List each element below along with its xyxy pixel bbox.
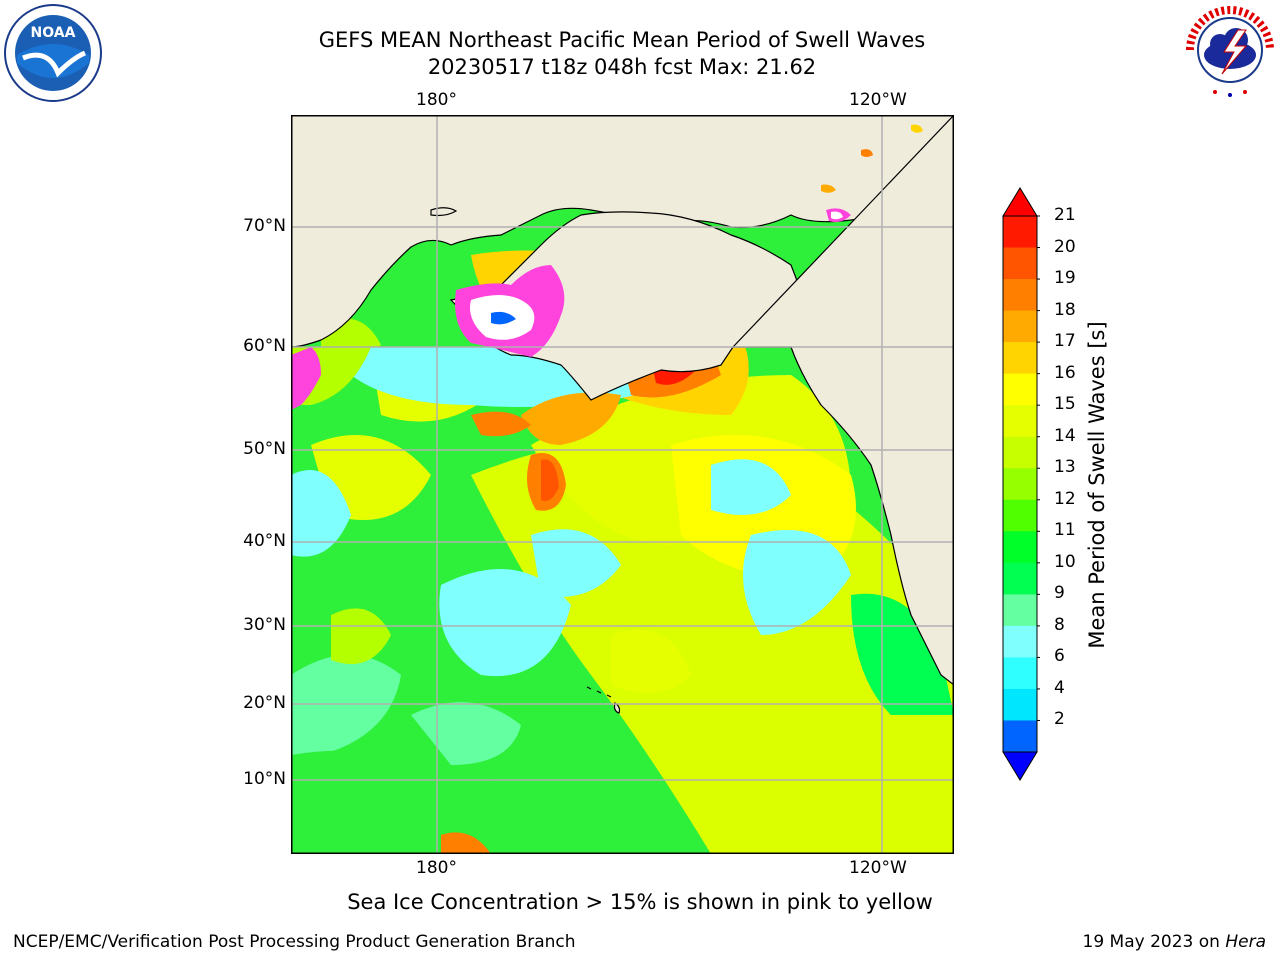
lon-label-180-bottom: 180° xyxy=(416,858,457,878)
colorbar-over-triangle xyxy=(1002,187,1038,217)
colorbar-segment xyxy=(1003,657,1037,690)
colorbar-under-triangle xyxy=(1002,751,1038,781)
colorbar-frame xyxy=(1002,215,1038,753)
lat-label-40n: 40°N xyxy=(243,531,286,551)
colorbar-tick-label: 11 xyxy=(1054,520,1076,541)
footer-date-text: 19 May 2023 on xyxy=(1082,932,1220,952)
colorbar-tick-label: 4 xyxy=(1054,677,1065,698)
colorbar-tick-label: 17 xyxy=(1054,331,1076,352)
colorbar-segment xyxy=(1003,279,1037,312)
colorbar-tick-label: 6 xyxy=(1054,646,1065,667)
colorbar-tick-label: 12 xyxy=(1054,488,1076,509)
footer-credit: NCEP/EMC/Verification Post Processing Pr… xyxy=(13,932,576,952)
colorbar-tick-label: 2 xyxy=(1054,709,1065,730)
colorbar-segment xyxy=(1003,625,1037,658)
colorbar-segment xyxy=(1003,562,1037,595)
lat-label-70n: 70°N xyxy=(243,216,286,236)
lat-label-30n: 30°N xyxy=(243,615,286,635)
footer-date: 19 May 2023 on Hera xyxy=(1083,932,1267,952)
colorbar-segment xyxy=(1003,373,1037,406)
colorbar-tick-label: 20 xyxy=(1054,236,1076,257)
lat-label-50n: 50°N xyxy=(243,439,286,459)
chart-subtitle: 20230517 t18z 048h fcst Max: 21.62 xyxy=(427,55,817,79)
colorbar-segment xyxy=(1003,468,1037,501)
colorbar-segment xyxy=(1003,499,1037,532)
map-frame xyxy=(291,115,954,854)
swell-period-map xyxy=(291,115,954,854)
colorbar-segment xyxy=(1003,594,1037,627)
lat-label-60n: 60°N xyxy=(243,336,286,356)
colorbar-tick-label: 18 xyxy=(1054,299,1076,320)
colorbar-tick-label: 16 xyxy=(1054,362,1076,383)
colorbar-segment xyxy=(1003,310,1037,343)
swell-field xyxy=(291,250,954,854)
colorbar-tick-label: 14 xyxy=(1054,425,1076,446)
lon-label-120w-top: 120°W xyxy=(849,90,907,110)
colorbar-tick-label: 10 xyxy=(1054,551,1076,572)
lat-label-20n: 20°N xyxy=(243,693,286,713)
colorbar-tick-label: 9 xyxy=(1054,583,1065,604)
svg-text:NOAA: NOAA xyxy=(31,25,76,41)
lon-label-180-top: 180° xyxy=(416,90,457,110)
colorbar-segment xyxy=(1003,436,1037,469)
chart-title: GEFS MEAN Northeast Pacific Mean Period … xyxy=(318,28,926,52)
colorbar-tick-label: 13 xyxy=(1054,457,1076,478)
colorbar-segment xyxy=(1003,531,1037,564)
colorbar-tick-label: 19 xyxy=(1054,268,1076,289)
noaa-logo: NOAA xyxy=(4,4,102,102)
colorbar-tick-label: 21 xyxy=(1054,205,1076,225)
sea-ice xyxy=(291,124,923,410)
graticule xyxy=(291,115,954,854)
footer-machine: Hera xyxy=(1225,932,1266,952)
colorbar-title: Mean Period of Swell Waves [s] xyxy=(1085,321,1109,649)
colorbar-tick-label: 8 xyxy=(1054,614,1065,635)
colorbar-tick-label: 15 xyxy=(1054,394,1076,415)
lon-label-120w-bottom: 120°W xyxy=(849,858,907,878)
nws-logo xyxy=(1183,3,1277,97)
colorbar-segment xyxy=(1003,247,1037,280)
colorbar-segment xyxy=(1003,405,1037,438)
colorbar-segment xyxy=(1003,216,1037,249)
lat-label-10n: 10°N xyxy=(243,769,286,789)
colorbar-segment xyxy=(1003,688,1037,721)
sea-ice-note: Sea Ice Concentration > 15% is shown in … xyxy=(347,890,933,914)
colorbar xyxy=(1002,187,1040,781)
colorbar-segment xyxy=(1003,720,1037,753)
colorbar-segment xyxy=(1003,342,1037,375)
